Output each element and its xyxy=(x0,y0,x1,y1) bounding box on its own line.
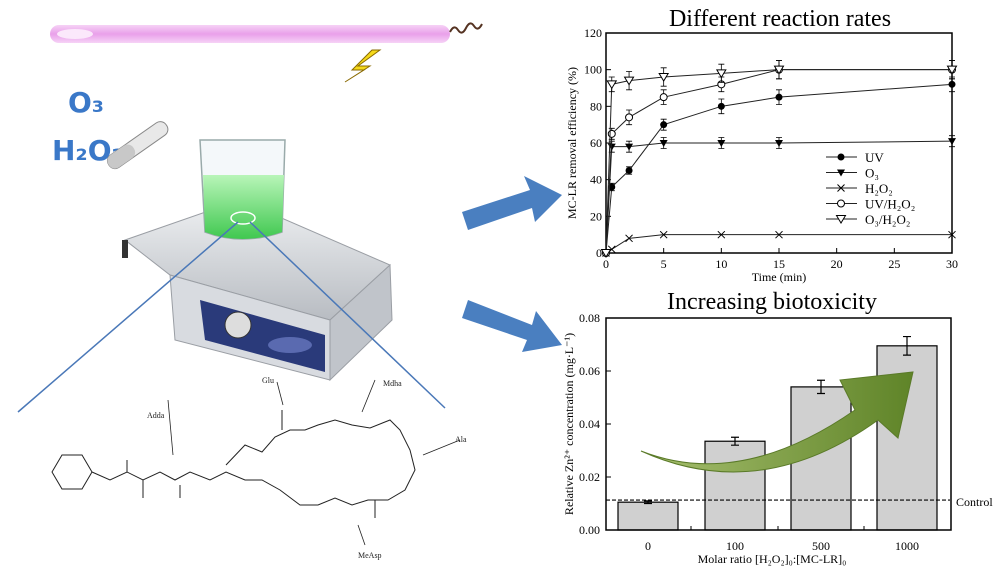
x-tick-label: 1000 xyxy=(895,539,919,553)
y-axis-label: Relative Zn²⁺ concentration (mg·L⁻¹) xyxy=(562,333,576,515)
lightning-bolt-icon xyxy=(344,49,382,83)
x-tick-label: 100 xyxy=(726,539,744,553)
control-label: Control xyxy=(956,495,993,509)
marker-open-triangle xyxy=(606,80,618,90)
error-bar xyxy=(644,500,652,505)
y-tick-label: 0.00 xyxy=(579,523,600,537)
x-tick-label: 25 xyxy=(888,257,900,271)
label-measp: MeAsp xyxy=(358,551,382,560)
marker-filled-circle xyxy=(775,93,783,101)
x-axis-label: Molar ratio [H₂O₂]₀:[MC-LR]₀ xyxy=(698,552,847,566)
x-tick-label: 0 xyxy=(645,539,651,553)
label-glu: Glu xyxy=(262,376,274,385)
series-2: H₂O₂ xyxy=(602,181,956,257)
legend-label: UV/H₂O₂ xyxy=(865,197,915,212)
series-0: UV xyxy=(602,76,956,257)
zoom-line-left xyxy=(17,221,239,413)
marker-filled-triangle xyxy=(625,143,634,151)
y-tick-label: 20 xyxy=(590,209,602,223)
y-tick-label: 0 xyxy=(596,246,602,260)
marker-open-triangle xyxy=(946,65,958,75)
mc-lr-molecule-structure xyxy=(51,379,461,546)
magnetic-stirrer-illustration xyxy=(122,199,393,382)
y-axis-label: MC-LR removal efficiency (%) xyxy=(565,67,579,219)
x-tick-label: 500 xyxy=(812,539,830,553)
y-tick-label: 0.02 xyxy=(579,470,600,484)
marker-cross xyxy=(837,184,845,192)
x-tick-label: 15 xyxy=(773,257,785,271)
label-ala: Ala xyxy=(455,435,467,444)
marker-open-circle xyxy=(625,113,634,122)
test-tube-illustration xyxy=(106,121,169,170)
reaction-rate-chart: Different reaction rates 0 20 40 60 80 100 120 0… xyxy=(565,6,958,284)
marker-filled-circle xyxy=(948,80,956,88)
x-tick-label: 5 xyxy=(661,257,667,271)
marker-open-circle xyxy=(607,129,616,138)
marker-filled-triangle xyxy=(837,169,845,177)
marker-open-triangle xyxy=(658,73,670,82)
bar xyxy=(704,440,766,531)
legend-label: H₂O₂ xyxy=(865,181,893,196)
x-tick-label: 0 xyxy=(603,257,609,271)
y-tick-label: 0.04 xyxy=(579,417,600,431)
error-bar xyxy=(903,335,911,356)
chart-title: Different reaction rates xyxy=(669,6,891,32)
reagent-o3: O₃ xyxy=(68,86,104,119)
marker-filled-triangle xyxy=(948,138,956,146)
marker-cross xyxy=(659,230,668,239)
marker-open-triangle xyxy=(623,76,635,86)
y-tick-label: 0.06 xyxy=(579,364,600,378)
error-bar xyxy=(731,436,739,446)
molecule-labels: Glu Mdha Adda Ala MeAsp xyxy=(147,376,467,560)
arrow-to-top-chart xyxy=(462,176,562,230)
plot-frame xyxy=(605,317,952,531)
legend-label: O₃ xyxy=(865,166,879,181)
beaker-illustration xyxy=(199,139,286,240)
marker-filled-triangle xyxy=(775,140,783,147)
x-tick-label: 10 xyxy=(715,257,727,271)
marker-open-circle xyxy=(837,199,845,208)
marker-filled-circle xyxy=(717,102,725,110)
legend-label: O₃/H₂O₂ xyxy=(865,212,910,227)
marker-filled-circle xyxy=(660,121,668,129)
x-tick-label: 30 xyxy=(946,257,958,271)
chart-title: Increasing biotoxicity xyxy=(667,289,877,315)
label-mdha: Mdha xyxy=(383,379,402,388)
marker-filled-circle xyxy=(837,153,845,161)
marker-filled-triangle xyxy=(659,140,668,147)
marker-open-triangle xyxy=(773,65,785,75)
marker-filled-triangle xyxy=(717,140,726,147)
y-tick-label: 100 xyxy=(584,63,602,77)
marker-open-circle xyxy=(659,93,668,102)
bar xyxy=(617,501,679,531)
biotoxicity-chart: Increasing biotoxicity 0.00 0.02 0.04 0.06 0.… xyxy=(562,289,993,566)
y-tick-label: 40 xyxy=(590,173,602,187)
y-tick-label: 60 xyxy=(590,136,602,150)
arrow-to-bottom-chart xyxy=(462,300,562,352)
zoom-line-right xyxy=(249,221,446,409)
series-1: O₃ xyxy=(602,135,956,257)
series-4: O₃/H₂O₂ xyxy=(600,60,958,258)
legend-label: UV xyxy=(865,150,884,165)
y-tick-label: 80 xyxy=(590,99,602,113)
marker-cross xyxy=(775,230,783,239)
error-bar xyxy=(817,379,825,395)
marker-open-triangle xyxy=(835,215,847,224)
uv-lamp-illustration xyxy=(50,22,483,43)
marker-cross xyxy=(717,230,726,239)
y-tick-label: 0.08 xyxy=(579,311,600,325)
label-adda: Adda xyxy=(147,411,165,420)
trend-arrow xyxy=(640,371,914,473)
y-tick-label: 120 xyxy=(584,26,602,40)
x-axis-label: Time (min) xyxy=(752,270,807,284)
marker-open-triangle xyxy=(600,249,612,258)
series-line xyxy=(605,83,953,254)
x-tick-label: 20 xyxy=(831,257,843,271)
marker-cross xyxy=(625,234,633,243)
marker-cross xyxy=(948,230,956,239)
marker-open-triangle xyxy=(715,69,727,79)
marker-filled-circle xyxy=(625,167,633,174)
